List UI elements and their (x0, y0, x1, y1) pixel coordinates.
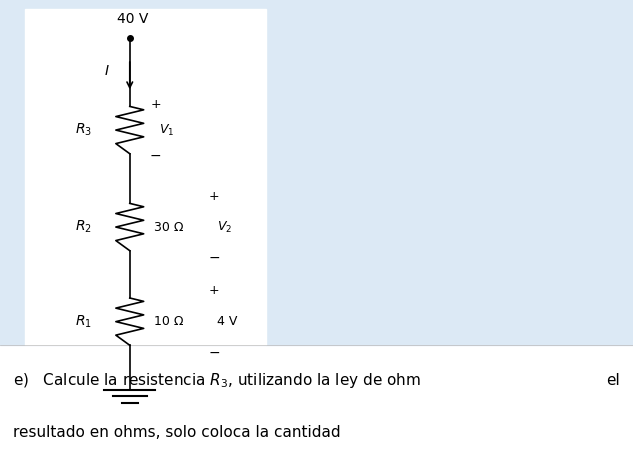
Text: $R_1$: $R_1$ (75, 314, 92, 330)
Bar (25, 9, 266, 345)
Text: $V_1$: $V_1$ (159, 123, 174, 138)
Text: $R_2$: $R_2$ (75, 219, 92, 235)
Text: 40 V: 40 V (117, 12, 149, 26)
Text: e)   Calcule la resistencia $R_3$, utilizando la ley de ohm: e) Calcule la resistencia $R_3$, utiliza… (13, 371, 420, 390)
Bar (266, 0, 633, 345)
Text: +: + (151, 97, 161, 111)
Text: 30 Ω: 30 Ω (154, 220, 184, 234)
Text: −: − (208, 345, 220, 359)
Text: resultado en ohms, solo coloca la cantidad: resultado en ohms, solo coloca la cantid… (13, 425, 341, 440)
Text: −: − (208, 251, 220, 265)
Text: el: el (606, 373, 620, 388)
Text: $R_3$: $R_3$ (75, 122, 92, 138)
Text: −: − (150, 149, 161, 163)
Text: +: + (209, 190, 219, 203)
Text: 4 V: 4 V (217, 315, 237, 328)
Bar (0, 0, 266, 345)
Text: +: + (209, 284, 219, 298)
Text: $V_2$: $V_2$ (217, 219, 232, 235)
Text: 10 Ω: 10 Ω (154, 315, 184, 328)
Text: $I$: $I$ (104, 64, 110, 78)
